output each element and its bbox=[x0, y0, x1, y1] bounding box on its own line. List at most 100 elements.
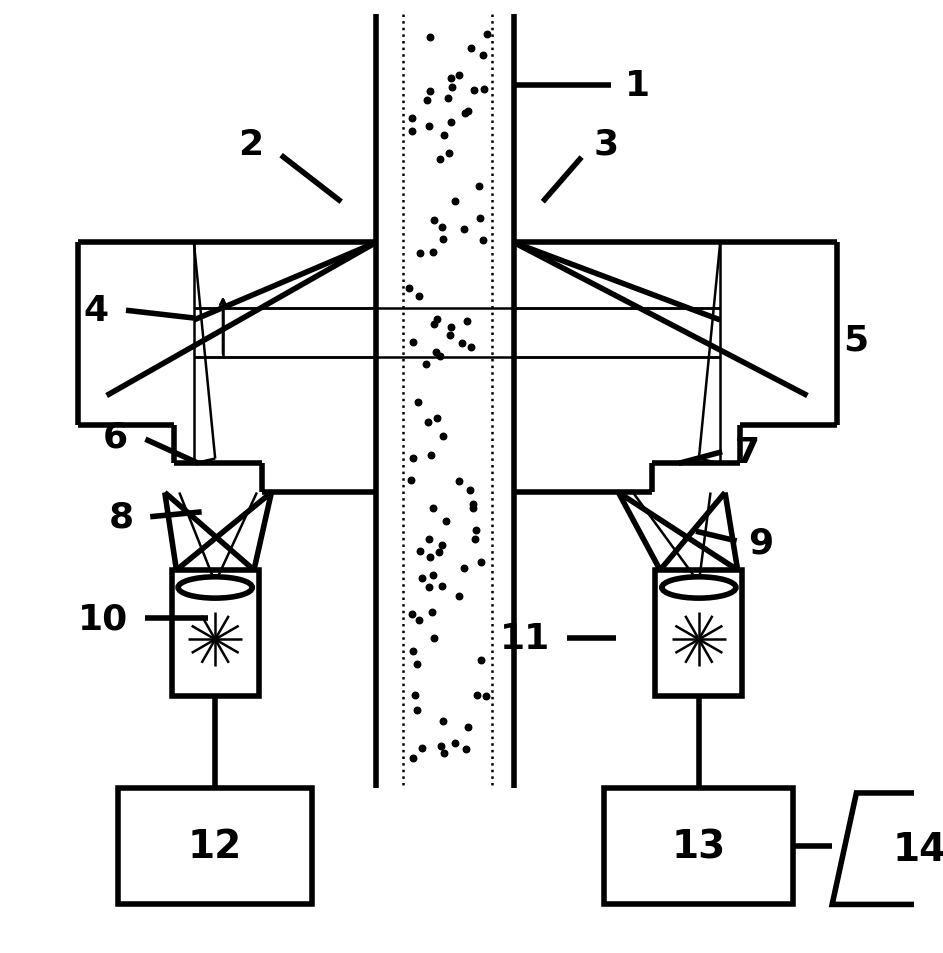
Point bbox=[434, 537, 449, 553]
Point bbox=[466, 83, 481, 98]
Point bbox=[418, 357, 433, 373]
Point bbox=[434, 578, 449, 594]
Point bbox=[443, 320, 458, 335]
Point bbox=[441, 146, 456, 161]
Point bbox=[411, 395, 426, 410]
Point bbox=[470, 688, 485, 703]
Point bbox=[425, 568, 440, 583]
Point bbox=[443, 115, 458, 131]
Polygon shape bbox=[832, 793, 943, 904]
Point bbox=[424, 604, 439, 619]
Point bbox=[476, 83, 491, 98]
Text: 5: 5 bbox=[843, 323, 869, 357]
Point bbox=[405, 643, 421, 659]
Text: 13: 13 bbox=[671, 827, 726, 865]
Point bbox=[423, 448, 438, 463]
Text: 10: 10 bbox=[77, 602, 128, 636]
Point bbox=[438, 514, 454, 529]
Point bbox=[458, 741, 473, 757]
Point bbox=[472, 179, 487, 194]
Point bbox=[447, 736, 462, 751]
Point bbox=[405, 606, 420, 621]
Point bbox=[405, 112, 420, 127]
Point bbox=[473, 653, 488, 668]
Point bbox=[435, 714, 450, 729]
Point bbox=[413, 246, 428, 261]
Point bbox=[420, 93, 435, 109]
Text: 11: 11 bbox=[501, 621, 551, 655]
Point bbox=[457, 222, 472, 237]
Point bbox=[405, 451, 421, 466]
Point bbox=[404, 474, 419, 489]
Point bbox=[457, 107, 472, 122]
Point bbox=[455, 336, 470, 352]
Bar bbox=[655, 571, 742, 697]
Point bbox=[437, 746, 452, 761]
Point bbox=[463, 340, 478, 355]
Point bbox=[407, 687, 422, 702]
Point bbox=[466, 501, 481, 517]
Point bbox=[452, 474, 467, 489]
Point bbox=[415, 571, 430, 586]
Point bbox=[473, 555, 488, 570]
Point bbox=[467, 532, 482, 547]
Text: 1: 1 bbox=[625, 70, 651, 103]
Point bbox=[409, 703, 424, 719]
Point bbox=[460, 720, 475, 735]
Point bbox=[437, 128, 452, 143]
Point bbox=[475, 233, 490, 249]
Point bbox=[405, 751, 421, 766]
Ellipse shape bbox=[178, 578, 253, 598]
Point bbox=[452, 68, 467, 83]
Point bbox=[409, 657, 424, 672]
Point bbox=[422, 85, 438, 100]
Point bbox=[434, 739, 449, 754]
Point bbox=[422, 579, 437, 595]
Point bbox=[411, 289, 426, 304]
Point bbox=[440, 91, 455, 107]
Point bbox=[422, 549, 438, 564]
Point bbox=[452, 589, 467, 604]
Point bbox=[436, 429, 451, 444]
Text: 9: 9 bbox=[749, 526, 773, 560]
Point bbox=[422, 30, 438, 46]
Point bbox=[433, 349, 448, 364]
Point bbox=[478, 689, 493, 704]
Point bbox=[426, 500, 441, 516]
Point bbox=[431, 544, 446, 559]
Text: 2: 2 bbox=[239, 128, 264, 161]
Point bbox=[456, 560, 472, 576]
Point bbox=[429, 346, 444, 361]
Point bbox=[476, 49, 491, 64]
Point bbox=[442, 328, 457, 343]
Point bbox=[421, 532, 436, 547]
Text: 4: 4 bbox=[83, 294, 108, 328]
Text: 3: 3 bbox=[593, 128, 619, 161]
Point bbox=[433, 152, 448, 168]
Point bbox=[422, 119, 437, 134]
Point bbox=[480, 28, 495, 43]
Point bbox=[405, 335, 421, 350]
Point bbox=[463, 41, 478, 56]
Point bbox=[412, 543, 427, 558]
Text: 6: 6 bbox=[103, 420, 128, 454]
Point bbox=[426, 213, 441, 229]
Point bbox=[425, 246, 440, 261]
Point bbox=[405, 124, 420, 139]
Point bbox=[444, 81, 459, 96]
Text: 8: 8 bbox=[108, 500, 134, 534]
Point bbox=[466, 497, 481, 513]
Point bbox=[435, 220, 450, 235]
Point bbox=[421, 415, 436, 430]
Ellipse shape bbox=[662, 578, 736, 598]
Bar bbox=[118, 788, 312, 904]
Bar bbox=[604, 788, 793, 904]
Point bbox=[447, 194, 462, 210]
Point bbox=[426, 631, 441, 646]
Text: 12: 12 bbox=[188, 827, 242, 865]
Point bbox=[460, 105, 475, 120]
Point bbox=[436, 233, 451, 248]
Point bbox=[463, 483, 478, 498]
Point bbox=[472, 211, 488, 226]
Point bbox=[460, 314, 475, 329]
